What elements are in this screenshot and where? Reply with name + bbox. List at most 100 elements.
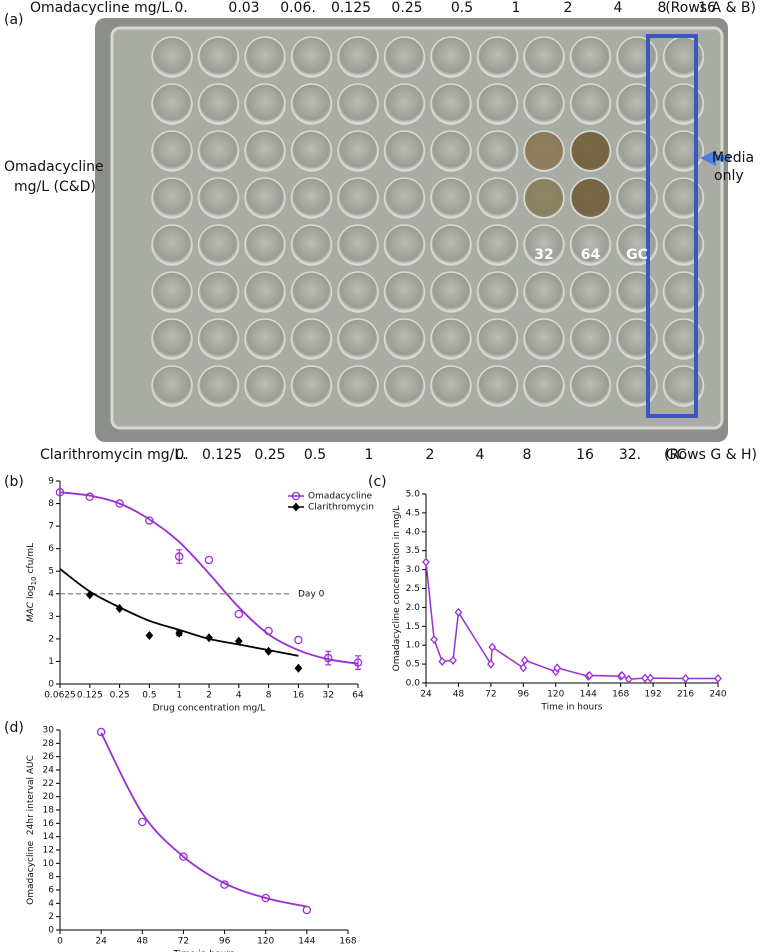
x-axis-label: Time in hours bbox=[172, 950, 235, 952]
data-point bbox=[115, 499, 124, 508]
y-axis-label-part: log bbox=[26, 585, 36, 602]
well bbox=[151, 130, 193, 172]
x-tick-label: 0.0625 bbox=[44, 691, 76, 701]
well bbox=[383, 83, 426, 125]
y-tick-label: 2 bbox=[48, 912, 54, 922]
plate-top-concentration: 4 bbox=[614, 0, 623, 16]
well bbox=[430, 318, 472, 360]
well bbox=[430, 224, 472, 266]
well bbox=[430, 36, 472, 78]
error-bar bbox=[176, 549, 183, 564]
data-point bbox=[618, 670, 626, 680]
y-axis-label-part: MAC bbox=[26, 601, 36, 622]
well bbox=[430, 177, 472, 219]
data-point bbox=[353, 658, 363, 667]
data-point bbox=[261, 893, 270, 903]
x-tick-label: 96 bbox=[219, 937, 231, 947]
well bbox=[337, 271, 379, 313]
plate-top-concentration: 2 bbox=[564, 0, 573, 16]
well bbox=[662, 83, 705, 125]
well bbox=[337, 83, 379, 125]
well bbox=[197, 365, 240, 407]
plate-top-concentration: 0.25 bbox=[391, 0, 422, 16]
well bbox=[383, 177, 426, 219]
data-point bbox=[115, 603, 124, 613]
x-axis-label: Drug concentration mg/L bbox=[153, 704, 266, 714]
well bbox=[569, 365, 612, 407]
x-axis-label: Time in hours bbox=[540, 703, 603, 713]
y-tick-label: 1.5 bbox=[406, 622, 420, 632]
well bbox=[290, 177, 333, 219]
well bbox=[151, 224, 193, 266]
y-tick-label: 28 bbox=[43, 739, 55, 749]
well bbox=[244, 83, 286, 125]
x-tick-label: 120 bbox=[257, 937, 274, 947]
well bbox=[569, 318, 612, 360]
media-label: only bbox=[714, 168, 744, 184]
well bbox=[151, 177, 193, 219]
data-point bbox=[264, 626, 273, 636]
plate-bottom-concentration: 0.25 bbox=[254, 447, 285, 463]
well bbox=[151, 365, 193, 407]
data-point bbox=[430, 635, 438, 645]
plate-top-label: Omadacycline mg/L. bbox=[30, 0, 174, 16]
y-tick-label: 4.0 bbox=[406, 527, 421, 537]
x-tick-label: 216 bbox=[677, 690, 694, 700]
well bbox=[430, 130, 472, 172]
plate-left-label: Omadacycline bbox=[4, 159, 104, 175]
media-box bbox=[646, 34, 698, 418]
y-tick-label: 4.5 bbox=[406, 508, 420, 518]
well bbox=[197, 177, 240, 219]
data-point bbox=[449, 655, 457, 665]
data-point bbox=[585, 670, 594, 680]
y-tick-label: 1 bbox=[48, 657, 54, 667]
y-axis-label: MAC log10 cfu/mL bbox=[26, 543, 39, 622]
plate-bottom-concentration: 0.125 bbox=[202, 447, 242, 463]
well bbox=[523, 224, 565, 266]
well bbox=[290, 36, 333, 78]
y-axis-label: Omadacycline concentration in mg/L bbox=[392, 506, 402, 672]
y-tick-label: 2.0 bbox=[406, 603, 421, 613]
well bbox=[523, 365, 565, 407]
well bbox=[197, 36, 240, 78]
well bbox=[197, 83, 240, 125]
well bbox=[383, 271, 426, 313]
well bbox=[616, 318, 658, 360]
x-tick-label: 144 bbox=[298, 937, 315, 947]
well bbox=[476, 224, 519, 266]
plate-bottom-concentration: 4 bbox=[476, 447, 485, 463]
y-tick-label: 18 bbox=[43, 806, 55, 816]
error-bar bbox=[325, 650, 332, 666]
x-tick-label: 2 bbox=[206, 691, 212, 701]
x-tick-label: 16 bbox=[293, 691, 305, 701]
well bbox=[476, 177, 519, 219]
well bbox=[383, 365, 426, 407]
y-tick-label: 6 bbox=[48, 886, 54, 896]
well bbox=[337, 36, 379, 78]
y-tick-label: 0 bbox=[48, 926, 54, 936]
data-point bbox=[519, 663, 528, 673]
well bbox=[523, 271, 565, 313]
y-tick-label: 1.0 bbox=[406, 641, 421, 651]
y-tick-label: 8 bbox=[48, 499, 54, 509]
well bbox=[244, 36, 286, 78]
y-tick-label: 14 bbox=[43, 832, 55, 842]
y-tick-label: 10 bbox=[43, 859, 55, 869]
data-point bbox=[85, 492, 95, 502]
fit-curve bbox=[59, 568, 299, 657]
x-tick-label: 168 bbox=[339, 937, 356, 947]
media-arrow bbox=[700, 150, 730, 166]
well bbox=[337, 177, 379, 219]
well bbox=[197, 224, 240, 266]
y-tick-label: 16 bbox=[43, 819, 55, 829]
well bbox=[151, 318, 193, 360]
x-tick-label: 24 bbox=[95, 937, 107, 947]
y-tick-label: 2 bbox=[48, 634, 54, 644]
well bbox=[337, 365, 379, 407]
plate-top-note: (Rows A & B) bbox=[665, 0, 756, 16]
x-tick-label: 144 bbox=[580, 690, 597, 700]
well bbox=[616, 83, 658, 125]
plate-bottom-concentration: 2 bbox=[426, 447, 435, 463]
well bbox=[290, 365, 333, 407]
y-tick-label: 2.5 bbox=[406, 584, 420, 594]
